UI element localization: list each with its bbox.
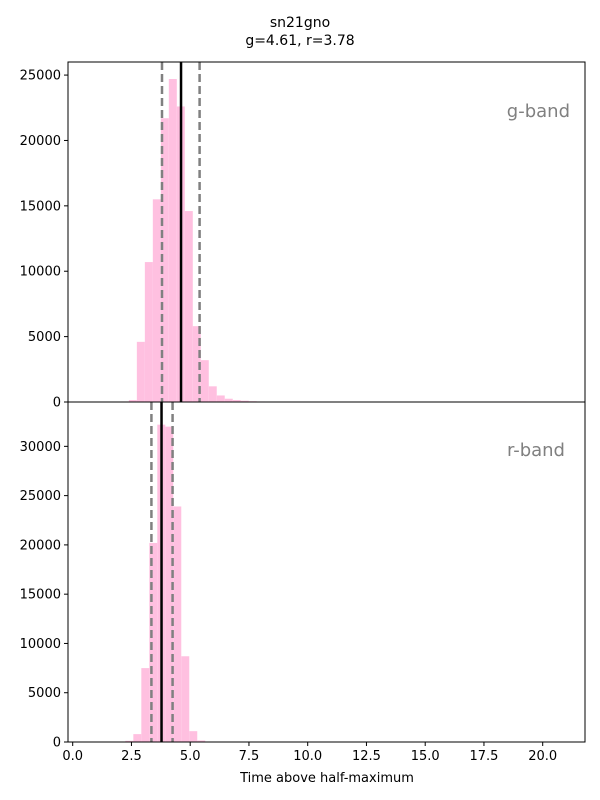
g-band-bar: [232, 400, 241, 402]
r-band-bar: [189, 731, 198, 742]
g-band-y-tick-label: 20000: [20, 134, 61, 149]
g-band-y-tick-label: 10000: [20, 265, 61, 280]
r-band-bar: [141, 668, 150, 742]
g-band-bar: [152, 199, 161, 402]
r-band-panel: 0 5000 10000 15000 20000 25000 30000 0.0 2.5 5.0…: [20, 401, 586, 764]
r-band-bar: [125, 740, 134, 742]
r-band-y-tick-label: 25000: [20, 489, 61, 504]
r-band-bar: [165, 426, 174, 742]
x-tick-label: 12.5: [352, 749, 381, 764]
x-tick-label: 20.0: [528, 749, 557, 764]
chart-title-line1: sn21gno: [270, 15, 330, 31]
chart-title-line2: g=4.61, r=3.78: [245, 33, 354, 49]
g-band-y-tick-label: 25000: [20, 69, 61, 84]
g-band-bar: [184, 211, 193, 402]
g-band-bar: [168, 79, 177, 402]
x-tick-label: 17.5: [469, 749, 498, 764]
x-tick-label: 2.5: [121, 749, 142, 764]
r-band-y-axis: 0 5000 10000 15000 20000 25000 30000: [20, 440, 68, 751]
r-band-y-tick-label: 5000: [28, 686, 61, 701]
g-band-bar: [128, 400, 137, 402]
g-band-bar: [144, 262, 153, 402]
g-band-label: g-band: [507, 101, 570, 122]
g-band-bar: [200, 360, 209, 402]
r-band-bar: [133, 734, 142, 742]
g-band-bar: [224, 398, 233, 402]
r-band-bar: [173, 506, 182, 742]
g-band-bar: [208, 386, 217, 402]
r-band-bar: [197, 740, 206, 742]
g-band-bar: [192, 326, 201, 402]
r-band-bar: [181, 656, 190, 742]
r-band-plot-frame: [67, 401, 586, 743]
x-axis: 0.0 2.5 5.0 7.5 10.0 12.5 15.0 17.5 20.0: [62, 742, 557, 764]
x-tick-label: 10.0: [293, 749, 322, 764]
r-band-y-tick-label: 0: [53, 736, 61, 751]
g-band-bar: [160, 118, 169, 402]
g-band-y-tick-label: 5000: [28, 330, 61, 345]
r-band-reference-lines: [150, 402, 174, 742]
x-tick-label: 0.0: [62, 749, 83, 764]
g-band-y-tick-label: 0: [53, 396, 61, 411]
r-band-y-tick-label: 30000: [20, 440, 61, 455]
x-tick-label: 5.0: [180, 749, 201, 764]
x-tick-label: 7.5: [239, 749, 260, 764]
g-band-bar: [136, 341, 145, 402]
g-band-y-axis: 0 5000 10000 15000 20000 25000: [20, 69, 68, 411]
r-band-label: r-band: [507, 440, 565, 461]
r-band-y-tick-label: 10000: [20, 637, 61, 652]
g-band-reference-lines: [160, 62, 201, 402]
g-band-bar: [216, 395, 225, 402]
g-band-y-tick-label: 15000: [20, 199, 61, 214]
g-band-bar: [240, 400, 249, 402]
x-tick-label: 15.0: [411, 749, 440, 764]
r-band-bar: [149, 542, 158, 742]
r-band-y-tick-label: 15000: [20, 588, 61, 603]
r-band-y-tick-label: 20000: [20, 538, 61, 553]
x-axis-label: Time above half-maximum: [239, 771, 414, 786]
